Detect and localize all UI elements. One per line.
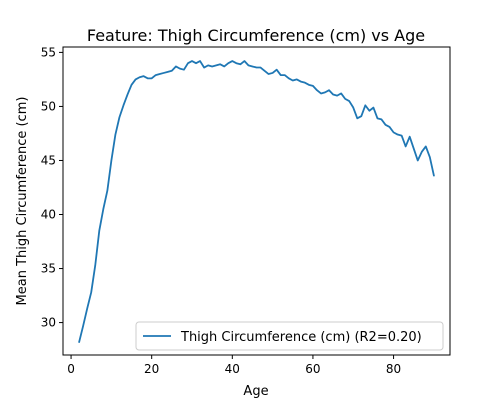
chart-title: Feature: Thigh Circumference (cm) vs Age: [87, 26, 425, 45]
legend-box: [135, 321, 444, 351]
y-tick-label: 55: [41, 45, 56, 59]
series-layer: [78, 60, 435, 343]
x-tick-label: 80: [386, 362, 401, 376]
x-tick-label: 40: [225, 362, 240, 376]
y-tick-label: 50: [41, 99, 56, 113]
x-tick-label: 60: [305, 362, 320, 376]
x-tick-label: 0: [67, 362, 75, 376]
y-tick-label: 30: [41, 316, 56, 330]
y-tick-label: 40: [41, 208, 56, 222]
y-tick-label: 35: [41, 262, 56, 276]
y-axis-label: Mean Thigh Circumference (cm): [15, 97, 30, 306]
ticks: 0 20 40 60 80 30 35 40 45 50 55: [41, 45, 401, 376]
legend-label: Thigh Circumference (cm) (R2=0.20): [180, 330, 422, 345]
x-tick-label: 20: [144, 362, 159, 376]
plot-frame: [62, 46, 451, 356]
series-line: [78, 60, 435, 343]
plot-area: [63, 47, 450, 355]
x-axis-label: Age: [243, 384, 268, 399]
legend: Thigh Circumference (cm) (R2=0.20): [135, 321, 444, 351]
y-tick-label: 45: [41, 153, 56, 167]
